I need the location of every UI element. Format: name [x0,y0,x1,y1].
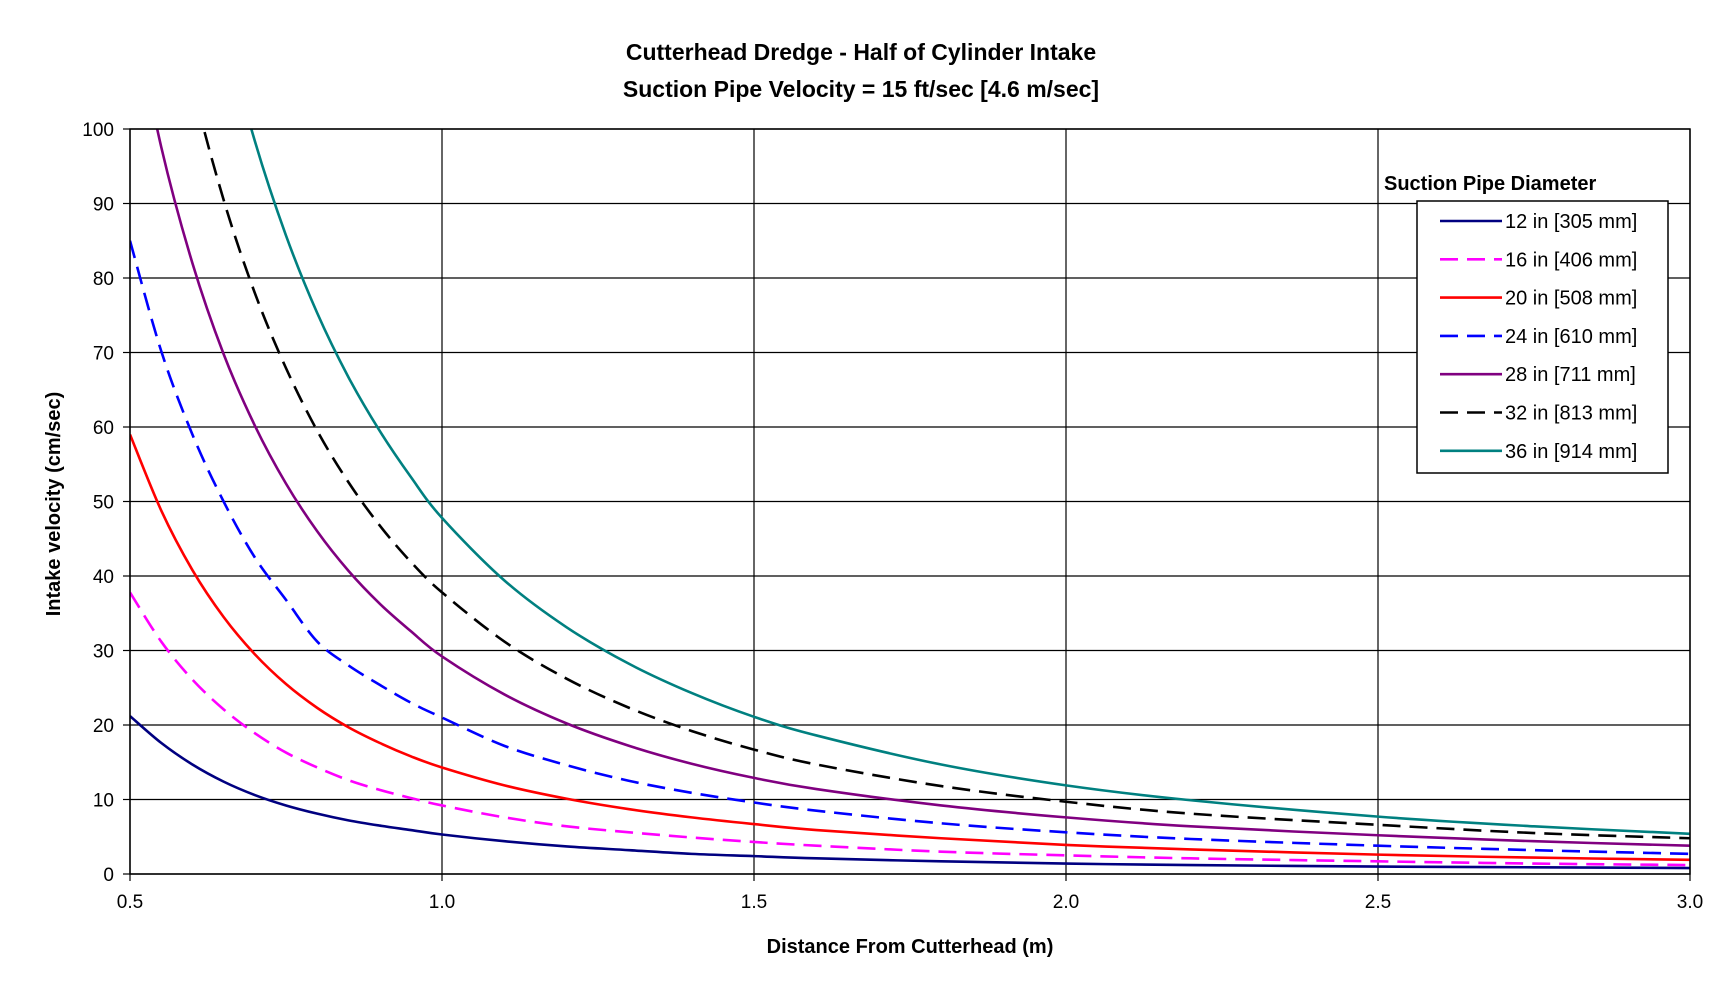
x-tick-label: 1.0 [429,892,455,913]
y-tick-label: 0 [103,865,114,886]
y-axis-title: Intake velocity (cm/sec) [43,392,65,617]
y-tick-label: 40 [93,567,114,588]
y-tick-label: 50 [93,493,114,514]
legend: Suction Pipe Diameter 12 in [305 mm] 16 i… [1384,173,1669,474]
x-tick-label: 1.5 [741,892,767,913]
y-tick-label: 70 [93,344,114,365]
x-tick-label: 0.5 [117,892,143,913]
legend-label-6: 32 in [813 mm] [1505,403,1637,425]
chart-title: Cutterhead Dredge - Half of Cylinder Int… [626,39,1096,65]
legend-box [1416,200,1669,474]
series-line-3 [130,433,1690,862]
series-line-2 [130,591,1690,867]
legend-label-3: 20 in [508 mm] [1505,288,1637,310]
axis-ticks: 0 10 20 30 40 50 60 70 80 90 100 0.5 1.0 1.5 2.0 2.5 3.0 [82,120,1703,913]
series-line-5 [155,129,1690,847]
x-tick-label: 3.0 [1677,892,1703,913]
series-line-4 [130,240,1690,856]
legend-label-7: 36 in [914 mm] [1505,441,1637,463]
y-tick-label: 10 [93,791,114,812]
y-tick-label: 80 [93,269,114,290]
x-tick-label: 2.5 [1365,892,1391,913]
y-tick-label: 30 [93,642,114,663]
plot-series-group [130,129,1690,870]
series-line-6 [202,129,1690,840]
series-line-7 [249,129,1690,836]
chart-subtitle: Suction Pipe Velocity = 15 ft/sec [4.6 m… [623,76,1099,102]
x-axis-title: Distance From Cutterhead (m) [767,936,1054,958]
y-tick-label: 90 [93,195,114,216]
y-tick-label: 60 [93,418,114,439]
legend-label-5: 28 in [711 mm] [1505,364,1636,386]
legend-label-4: 24 in [610 mm] [1505,326,1637,348]
y-tick-label: 20 [93,716,114,737]
legend-label-1: 12 in [305 mm] [1505,211,1637,233]
y-tick-label: 100 [82,120,114,141]
legend-items: 12 in [305 mm] 16 in [406 mm] 20 in [508 m… [1440,211,1637,463]
series-line-1 [130,715,1690,870]
legend-label-2: 16 in [406 mm] [1505,249,1637,271]
legend-title: Suction Pipe Diameter [1384,173,1596,195]
x-tick-label: 2.0 [1053,892,1079,913]
